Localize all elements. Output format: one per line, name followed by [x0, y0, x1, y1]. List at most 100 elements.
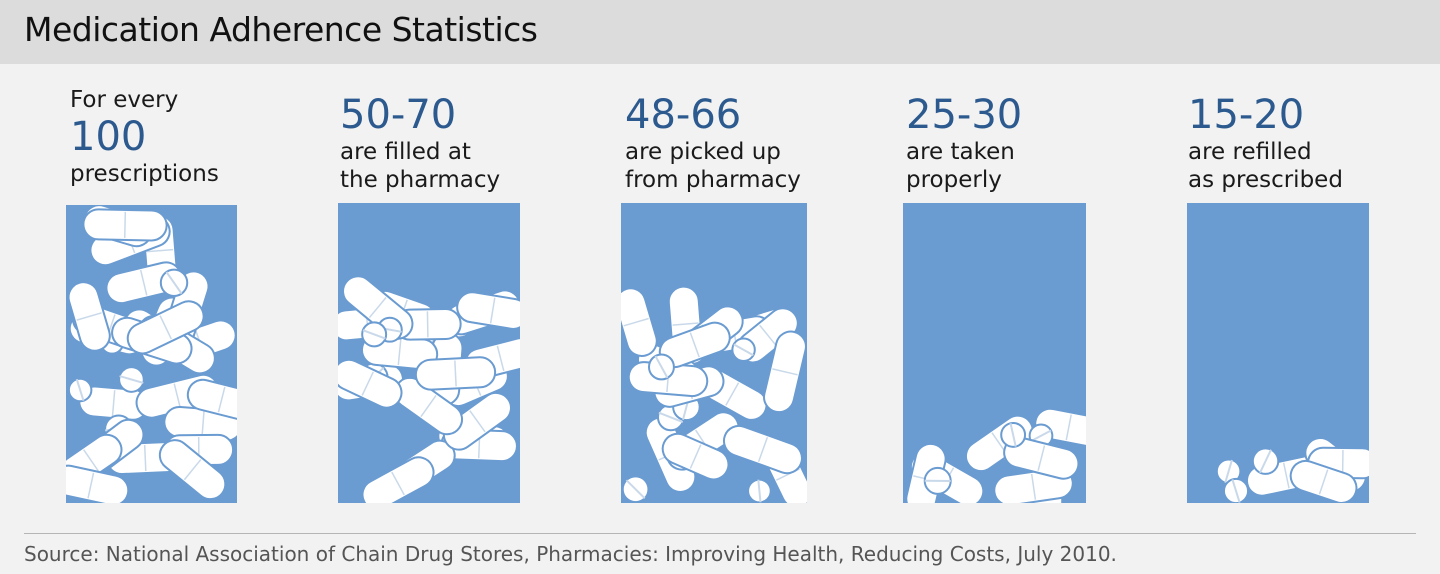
capsule-seam — [759, 324, 777, 346]
column-3-labels: 48-66 are picked up from pharmacy — [625, 92, 825, 194]
capsule-mark — [66, 464, 130, 503]
capsule-seam — [124, 211, 127, 238]
tablet-score-line — [654, 355, 669, 379]
capsule-mark — [763, 330, 807, 414]
pill-pile-1 — [66, 205, 237, 503]
source-note: Source: National Association of Chain Dr… — [24, 542, 1117, 566]
pill-pile-4 — [905, 407, 1086, 503]
bar-1 — [66, 205, 237, 503]
tablet-score-line — [658, 411, 684, 424]
column-5-number: 15-20 — [1188, 92, 1305, 138]
capsule-seam — [83, 449, 100, 472]
column-4-number: 25-30 — [906, 92, 1023, 138]
pill-pile-5 — [1215, 436, 1369, 503]
bar-2 — [338, 203, 520, 503]
capsule-mark — [456, 291, 520, 330]
capsule-seam — [757, 437, 769, 463]
pill-pile-3 — [621, 285, 807, 503]
capsule-seam — [454, 360, 457, 387]
tablet-score-line — [1030, 429, 1052, 443]
capsule-mark — [67, 281, 111, 352]
capsule-seam — [111, 390, 116, 417]
column-5-bottom-label-1: are refilled — [1188, 139, 1312, 165]
tablet-score-line — [625, 479, 646, 500]
capsule-seam — [772, 368, 798, 376]
capsule-seam — [1037, 445, 1046, 471]
capsule-mark — [1003, 436, 1080, 480]
column-2-number: 50-70 — [340, 92, 457, 138]
capsule-body — [621, 287, 658, 358]
bar-3 — [621, 203, 807, 503]
capsule-mark — [661, 432, 730, 481]
tablet-score-line — [165, 271, 183, 295]
capsule-body — [361, 456, 435, 503]
capsule-seam — [1065, 414, 1072, 441]
capsule-seam — [139, 269, 148, 296]
column-4-labels: 25-30 are taken properly — [906, 92, 1106, 194]
capsule-seam — [623, 317, 649, 327]
column-1-bottom-label-1: prescriptions — [70, 161, 219, 187]
capsule-seam — [689, 332, 700, 358]
capsule-mark — [82, 208, 168, 242]
capsule-seam — [1282, 462, 1290, 489]
capsule-seam — [76, 312, 102, 321]
capsule-seam — [159, 315, 173, 340]
capsule-mark — [722, 424, 803, 475]
capsule-seam — [391, 471, 405, 496]
column-1-top-label: For every — [70, 87, 179, 113]
column-1-number: 100 — [70, 114, 147, 160]
column-2-labels: 50-70 are filled at the pharmacy — [340, 92, 540, 194]
capsule-seam — [1030, 473, 1037, 500]
capsule-mark — [186, 378, 237, 421]
divider — [24, 533, 1416, 534]
capsule-mark — [442, 391, 512, 451]
capsule-seam — [397, 339, 402, 366]
capsule-seam — [201, 410, 205, 437]
capsule-seam — [469, 410, 486, 433]
bar-5 — [1187, 203, 1369, 503]
bar-4 — [903, 203, 1086, 503]
column-3-bottom-label-1: are picked up — [625, 139, 781, 165]
tablet-score-line — [1259, 449, 1272, 474]
capsule-seam — [689, 444, 702, 469]
tablet-score-line — [1224, 459, 1233, 483]
tablet-score-line — [362, 329, 386, 340]
capsule-mark — [338, 358, 403, 409]
capsule-mark — [1289, 459, 1358, 503]
capsule-seam — [420, 395, 437, 418]
column-2-bottom-label-2: the pharmacy — [340, 167, 501, 193]
column-1-labels: For every 100 prescriptions — [70, 86, 270, 188]
capsule-seam — [147, 248, 174, 253]
tablet-score-line — [757, 479, 762, 503]
capsule-seam — [1318, 469, 1329, 495]
column-2-bottom-label-1: are filled at — [340, 139, 471, 165]
tablet-score-line — [75, 378, 85, 402]
column-3-bottom-label-2: from pharmacy — [625, 167, 801, 193]
capsule-seam — [361, 371, 374, 396]
column-5-bottom-label-2: as prescribed — [1188, 167, 1343, 193]
capsule-mark — [126, 300, 205, 355]
title-bar — [0, 0, 1440, 64]
capsule-seam — [368, 297, 387, 319]
capsule-mark — [621, 287, 658, 358]
capsule-seam — [725, 382, 740, 406]
column-4-bottom-label-2: properly — [906, 167, 1002, 193]
pill-pile-2 — [338, 275, 520, 503]
column-3-number: 48-66 — [625, 92, 742, 138]
tablet-score-line — [1009, 423, 1017, 447]
capsule-mark — [158, 439, 227, 501]
capsule-seam — [496, 345, 505, 372]
column-4-bottom-label-1: are taken — [906, 139, 1015, 165]
capsule-seam — [87, 472, 95, 499]
capsule-seam — [173, 383, 182, 410]
tablet-score-line — [1231, 479, 1241, 503]
capsule-seam — [217, 386, 226, 413]
column-5-labels: 15-20 are refilled as prescribed — [1188, 92, 1388, 194]
capsule-seam — [143, 444, 147, 472]
tablet-score-line — [733, 343, 754, 357]
capsule-seam — [183, 459, 202, 481]
chart-title: Medication Adherence Statistics — [24, 10, 538, 49]
capsule-seam — [489, 297, 496, 324]
capsule-mark — [414, 356, 497, 391]
capsule-seam — [672, 322, 699, 326]
